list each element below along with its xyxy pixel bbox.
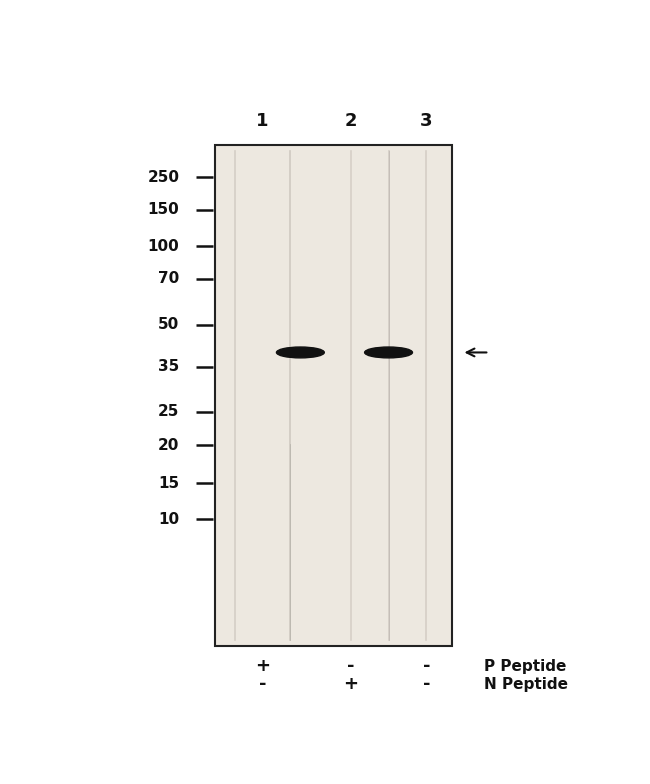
Text: 3: 3 [420, 112, 432, 130]
Bar [214, 145, 452, 647]
Ellipse shape [365, 347, 413, 358]
Text: N Peptide: N Peptide [484, 677, 568, 692]
Text: 150: 150 [148, 202, 179, 217]
Text: +: + [343, 676, 358, 694]
Text: 15: 15 [159, 476, 179, 491]
Text: -: - [259, 676, 266, 694]
Text: -: - [422, 657, 430, 675]
Text: 25: 25 [158, 404, 179, 419]
Text: 100: 100 [148, 238, 179, 254]
Text: 35: 35 [158, 359, 179, 375]
Text: 2: 2 [344, 112, 357, 130]
Text: -: - [422, 676, 430, 694]
Text: 50: 50 [158, 318, 179, 332]
Text: +: + [255, 657, 270, 675]
Text: 1: 1 [256, 112, 269, 130]
Text: 20: 20 [158, 438, 179, 453]
Text: P Peptide: P Peptide [484, 659, 567, 674]
Ellipse shape [276, 347, 324, 358]
Text: 10: 10 [159, 512, 179, 527]
Text: 250: 250 [148, 170, 179, 185]
Text: 70: 70 [158, 271, 179, 286]
Text: -: - [347, 657, 354, 675]
